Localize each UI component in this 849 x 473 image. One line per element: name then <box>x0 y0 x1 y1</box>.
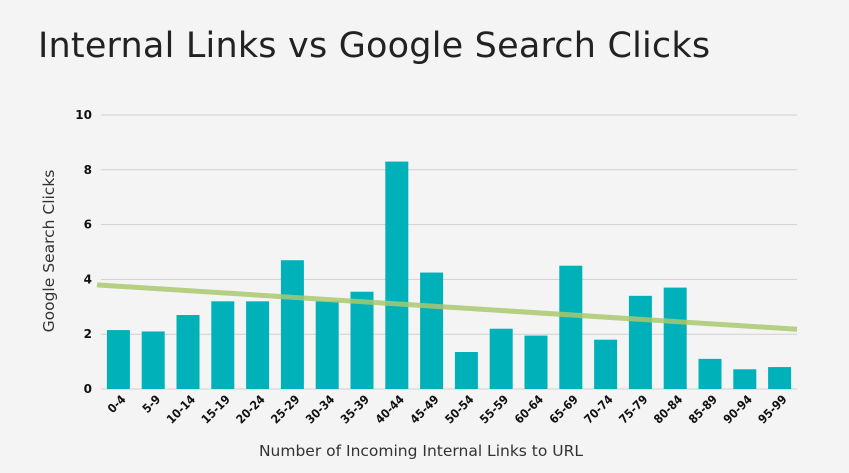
x-axis-ticks: 0-4 5-9 10-14 15-19 20-24 25-29 30-34 35-39 40-4… <box>105 392 790 427</box>
y-axis-label: Google Search Clicks <box>40 170 58 333</box>
x-tick-label: 80-84 <box>651 392 686 427</box>
x-tick-label: 95-99 <box>755 392 789 426</box>
x-tick-label: 10-14 <box>164 392 199 427</box>
bar <box>141 331 165 389</box>
x-tick-label: 30-34 <box>303 392 338 427</box>
bar <box>559 265 583 389</box>
bar <box>246 301 270 389</box>
x-tick-label: 5-9 <box>140 392 164 416</box>
y-tick-label: 8 <box>84 163 92 177</box>
bar-series <box>106 161 792 389</box>
bar <box>280 260 304 389</box>
x-tick-label: 45-49 <box>407 392 441 426</box>
bar <box>315 301 339 389</box>
trendline <box>96 282 798 332</box>
bar <box>489 328 513 389</box>
x-axis-label: Number of Incoming Internal Links to URL <box>259 442 583 460</box>
bar <box>454 352 478 389</box>
y-tick-label: 4 <box>84 272 92 286</box>
x-tick-label: 0-4 <box>105 392 129 416</box>
x-tick-label: 20-24 <box>233 392 268 427</box>
bar <box>420 272 444 389</box>
x-tick-label: 70-74 <box>581 392 616 427</box>
bar <box>698 358 722 389</box>
bar <box>211 301 235 389</box>
bar <box>524 335 548 389</box>
bar <box>628 295 652 389</box>
chart-title: Internal Links vs Google Search Clicks <box>38 26 711 66</box>
x-tick-label: 35-39 <box>338 392 372 426</box>
x-tick-label: 90-94 <box>721 392 756 427</box>
y-tick-label: 0 <box>84 382 92 396</box>
x-tick-label: 15-19 <box>199 392 233 426</box>
x-tick-label: 25-29 <box>268 392 302 426</box>
x-tick-label: 55-59 <box>477 392 511 426</box>
trendline-group <box>96 282 798 332</box>
x-tick-label: 40-44 <box>373 392 408 427</box>
y-tick-label: 6 <box>84 218 92 232</box>
bar <box>176 315 200 389</box>
x-tick-label: 75-79 <box>616 392 650 426</box>
y-tick-label: 10 <box>75 108 92 122</box>
bar <box>768 367 792 389</box>
bar <box>350 291 374 389</box>
bar <box>106 330 130 389</box>
y-tick-label: 2 <box>84 327 92 341</box>
bar <box>663 287 687 389</box>
x-tick-label: 65-69 <box>547 392 581 426</box>
bar <box>733 369 757 389</box>
x-tick-label: 50-54 <box>442 392 477 427</box>
bar <box>594 339 618 389</box>
y-axis-ticks: 0 2 4 6 8 10 <box>75 108 92 396</box>
x-tick-label: 85-89 <box>686 392 720 426</box>
grid-lines <box>101 114 797 390</box>
bar <box>385 161 409 389</box>
x-tick-label: 60-64 <box>512 392 547 427</box>
